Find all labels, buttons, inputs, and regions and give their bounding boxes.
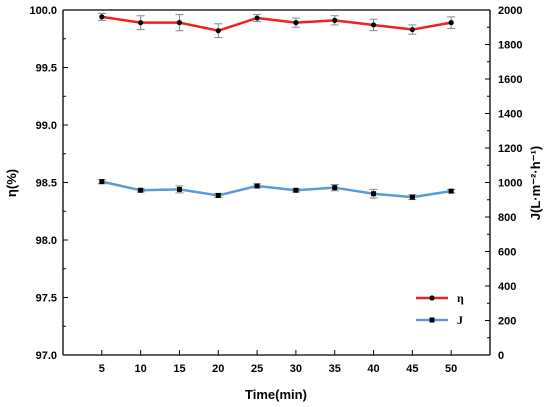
data-point <box>448 20 454 26</box>
left-y-tick-label: 99.5 <box>36 63 57 75</box>
x-tick-label: 25 <box>251 363 263 375</box>
left-y-tick-label: 98.0 <box>36 235 57 247</box>
x-tick-label: 45 <box>406 363 418 375</box>
series-eta <box>97 12 456 39</box>
right-y-tick-label: 1200 <box>498 143 522 155</box>
data-point <box>448 188 454 194</box>
right-y-tick-label: 1000 <box>498 178 522 190</box>
right-y-axis-title: J(L·m⁻²·h⁻¹) <box>528 146 543 220</box>
left-y-tick-label: 97.5 <box>36 293 57 305</box>
legend: η J <box>416 291 464 327</box>
x-tick-label: 40 <box>367 363 379 375</box>
right-y-tick-label: 200 <box>498 316 516 328</box>
legend-marker-j <box>429 317 435 323</box>
x-axis-title: Time(min) <box>245 387 307 402</box>
data-point <box>138 187 144 193</box>
right-y-tick-label: 400 <box>498 281 516 293</box>
series <box>97 12 456 201</box>
right-y-tick-label: 1600 <box>498 74 522 86</box>
data-point <box>370 22 377 28</box>
legend-label-eta: η <box>457 291 464 305</box>
axes <box>62 9 491 356</box>
right-y-tick-label: 800 <box>498 212 516 224</box>
left-y-axis-title: η(%) <box>4 169 19 197</box>
legend-marker-eta <box>429 295 435 301</box>
x-tick-label: 20 <box>212 363 224 375</box>
data-point <box>176 186 182 192</box>
data-point <box>409 194 415 200</box>
x-tick-label: 15 <box>173 363 185 375</box>
x-tick-label: 10 <box>135 363 147 375</box>
data-point <box>293 20 299 26</box>
legend-label-j: J <box>457 313 463 327</box>
left-y-tick-label: 99.0 <box>36 120 57 132</box>
data-point <box>332 185 338 191</box>
right-y-tick-label: 1400 <box>498 109 522 121</box>
data-point <box>332 17 338 23</box>
data-point <box>176 20 183 26</box>
x-tick-label: 30 <box>290 363 302 375</box>
data-point <box>254 183 260 189</box>
data-point <box>215 192 221 198</box>
x-tick-label: 50 <box>445 363 457 375</box>
series-line-eta <box>101 15 452 32</box>
left-y-tick-label: 98.5 <box>36 178 57 190</box>
x-tick-label: 5 <box>99 363 105 375</box>
left-y-tick-label: 100.0 <box>29 5 57 17</box>
data-point <box>138 20 144 26</box>
data-point <box>99 14 105 20</box>
right-y-tick-label: 0 <box>498 350 504 362</box>
data-point <box>99 179 105 185</box>
ticks: 5 10 15 20 25 30 35 40 45 50 97.0 97.5 98.0 98.5 99.0 9… <box>29 5 522 375</box>
data-point <box>254 15 260 21</box>
x-tick-label: 35 <box>329 363 341 375</box>
left-y-tick-label: 97.0 <box>36 350 57 362</box>
right-y-tick-label: 600 <box>498 247 516 259</box>
data-point <box>293 187 299 193</box>
right-y-tick-label: 2000 <box>498 5 522 17</box>
series-j <box>97 179 456 201</box>
data-point <box>409 26 415 33</box>
right-y-tick-label: 1800 <box>498 40 522 52</box>
series-line-j <box>101 180 452 199</box>
data-point <box>371 191 377 197</box>
data-point <box>215 28 221 34</box>
